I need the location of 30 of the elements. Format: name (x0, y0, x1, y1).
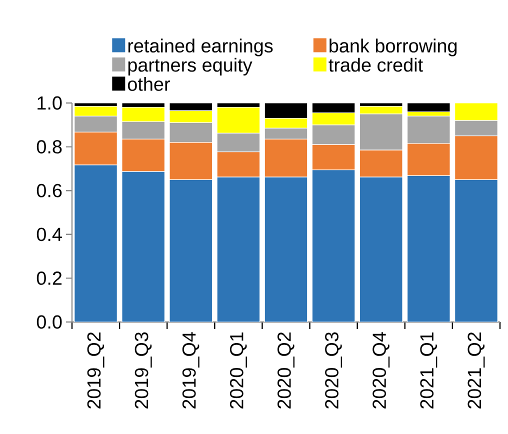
bar (74, 164, 118, 322)
legend-label: bank borrowing (330, 38, 457, 56)
legend-label: partners equity (128, 58, 252, 76)
x-tick-label: 2019_Q3 (134, 332, 152, 408)
legend-label: other (128, 77, 170, 91)
y-tick-label: 0.4 (36, 228, 62, 242)
x-tick-label: 2021_Q2 (468, 332, 485, 408)
x-tick-label: 2020_Q1 (230, 332, 247, 408)
bar (264, 176, 308, 322)
bar (169, 179, 213, 322)
legend-label: trade credit (328, 58, 423, 72)
y-tick-label: 0.2 (36, 271, 62, 285)
bar (406, 175, 450, 322)
bar (312, 169, 356, 322)
y-tick-label: 1.0 (38, 96, 62, 110)
x-tick-label: 2019_Q4 (182, 332, 200, 408)
bar (216, 176, 260, 322)
x-tick-label: 2020_Q3 (325, 332, 342, 408)
bar (406, 102, 450, 112)
y-tick-label: 0.8 (36, 140, 62, 154)
bar (454, 179, 498, 322)
bar (359, 176, 403, 322)
x-tick-label: 2020_Q4 (372, 332, 390, 408)
y-tick-label: 0.0 (36, 315, 62, 329)
legend-label: retained earnings (128, 38, 273, 56)
bar (122, 171, 166, 322)
y-tick-label: 0.6 (36, 184, 62, 198)
x-tick-label: 2019_Q2 (87, 332, 104, 408)
x-tick-label: 2020_Q2 (278, 332, 294, 408)
x-tick-label: 2021_Q1 (420, 332, 438, 408)
